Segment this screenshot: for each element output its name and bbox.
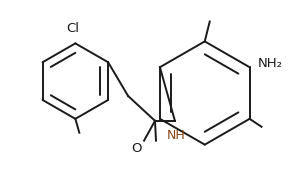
Text: NH: NH [167, 129, 185, 142]
Text: NH₂: NH₂ [257, 57, 282, 70]
Text: O: O [131, 142, 141, 155]
Text: Cl: Cl [66, 22, 79, 35]
